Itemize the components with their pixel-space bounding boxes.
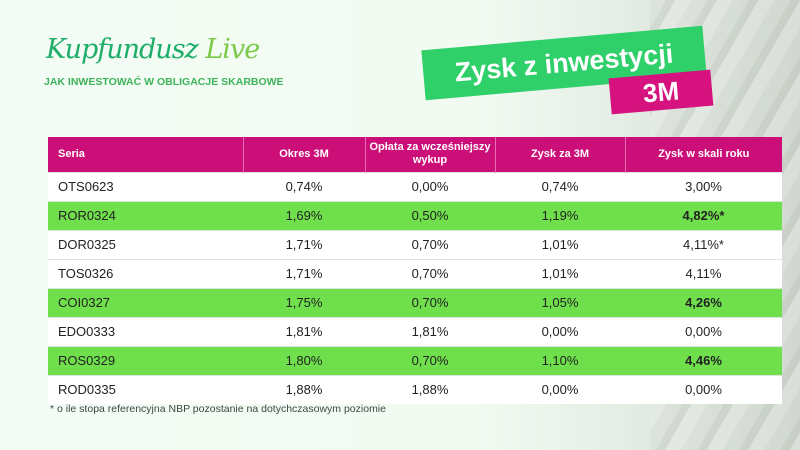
- table-cell: 0,70%: [365, 287, 495, 317]
- table-cell: 0,00%: [495, 374, 625, 404]
- table-cell: ROR0324: [48, 200, 243, 230]
- table-cell: 0,74%: [243, 171, 365, 201]
- column-header: Zysk w skali roku: [624, 137, 782, 172]
- table-cell: 1,10%: [495, 345, 625, 375]
- table-cell: 4,11%: [625, 258, 782, 288]
- table-row: ROR0324 1,69% 0,50% 1,19% 4,82%*: [48, 200, 782, 230]
- column-header: Seria: [48, 137, 243, 172]
- table-cell: 0,50%: [365, 200, 495, 230]
- table-cell: ROD0335: [48, 374, 243, 404]
- table-row: TOS0326 1,71% 0,70% 1,01% 4,11%: [48, 258, 782, 288]
- table-row: EDO0333 1,81% 1,81% 0,00% 0,00%: [48, 316, 782, 346]
- table-cell: 0,00%: [365, 171, 495, 201]
- table-cell: 4,46%: [625, 345, 782, 375]
- table-cell: 1,01%: [495, 258, 625, 288]
- logo: Kupfundusz Live: [46, 34, 260, 65]
- column-header: Opłata za wcześniejszy wykup: [364, 137, 495, 172]
- table-cell: 1,81%: [243, 316, 365, 346]
- table-row: OTS0623 0,74% 0,00% 0,74% 3,00%: [48, 171, 782, 201]
- table-row: COI0327 1,75% 0,70% 1,05% 4,26%: [48, 287, 782, 317]
- table-cell: 1,88%: [365, 374, 495, 404]
- table-cell: 1,75%: [243, 287, 365, 317]
- table-cell: 1,05%: [495, 287, 625, 317]
- table-cell: 0,74%: [495, 171, 625, 201]
- returns-table: Seria Okres 3M Opłata za wcześniejszy wyku…: [48, 137, 782, 404]
- table-cell: ROS0329: [48, 345, 243, 375]
- table-cell: 0,00%: [495, 316, 625, 346]
- table-cell: 1,81%: [365, 316, 495, 346]
- table-cell: 0,70%: [365, 345, 495, 375]
- table-cell: 0,70%: [365, 258, 495, 288]
- column-header: Zysk za 3M: [494, 137, 625, 172]
- table-cell: COI0327: [48, 287, 243, 317]
- table-row: ROS0329 1,80% 0,70% 1,10% 4,46%: [48, 345, 782, 375]
- table-cell: 1,71%: [243, 229, 365, 259]
- column-header: Okres 3M: [242, 137, 365, 172]
- tagline: JAK INWESTOWAĆ W OBLIGACJE SKARBOWE: [44, 76, 284, 88]
- table-cell: 0,70%: [365, 229, 495, 259]
- table-cell: 1,88%: [243, 374, 365, 404]
- footnote: * o ile stopa referencyjna NBP pozostani…: [50, 403, 386, 415]
- table-cell: 4,26%: [625, 287, 782, 317]
- table-cell: 0,00%: [625, 316, 782, 346]
- table-cell: 4,82%*: [625, 200, 782, 230]
- table-cell: 1,80%: [243, 345, 365, 375]
- table-cell: OTS0623: [48, 171, 243, 201]
- table-cell: 3,00%: [625, 171, 782, 201]
- table-row: ROD0335 1,88% 1,88% 0,00% 0,00%: [48, 374, 782, 404]
- table-cell: DOR0325: [48, 229, 243, 259]
- table-cell: 1,69%: [243, 200, 365, 230]
- table-cell: 1,19%: [495, 200, 625, 230]
- table-cell: EDO0333: [48, 316, 243, 346]
- table-cell: 1,71%: [243, 258, 365, 288]
- table-cell: 0,00%: [625, 374, 782, 404]
- table-cell: 1,01%: [495, 229, 625, 259]
- table-cell: TOS0326: [48, 258, 243, 288]
- table-row: DOR0325 1,71% 0,70% 1,01% 4,11%*: [48, 229, 782, 259]
- table-cell: 4,11%*: [625, 229, 782, 259]
